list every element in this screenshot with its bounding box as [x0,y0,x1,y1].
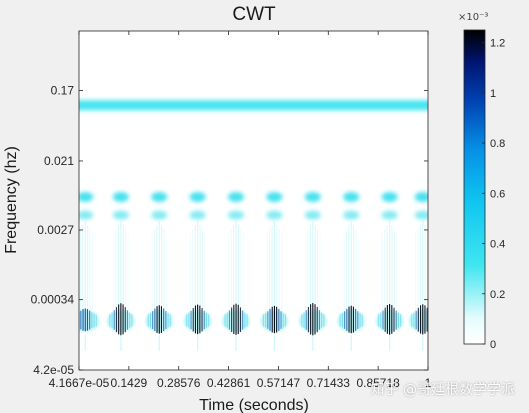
burst-blob [381,191,398,202]
burst-blob [112,210,129,220]
burst-blob [381,210,398,220]
colorbar-tick-label: 0.2 [490,289,505,301]
y-tick-label: 0.00034 [31,293,75,307]
constant-band [79,100,428,111]
plot-content [79,100,428,352]
burst-0 [79,191,100,352]
plot-frame [78,30,429,371]
x-tick-label: 0.57147 [257,376,301,390]
burst-blob [304,210,321,220]
colorbar-ticks: 1.2 1 0.8 0.6 0.4 0.2 0 [482,38,505,351]
colorbar-tick-label: 0.4 [490,239,505,251]
burst-6 [298,191,327,352]
burst-blob [151,191,168,202]
burst-blob [79,191,94,202]
burst-blob [228,191,245,202]
burst-8 [375,191,404,352]
x-axis-label: Time (seconds) [199,397,309,413]
x-tick-label: 0.85718 [356,376,400,390]
burst-4 [222,191,251,352]
burst-blob [304,191,321,202]
y-tick-label: 0.0027 [37,223,74,237]
burst-blob [266,191,283,202]
burst-7 [337,191,366,352]
burst-1 [106,191,135,352]
watermark-text: 知乎 @哥廷根数学学派 [370,382,515,398]
burst-blob [343,210,360,220]
colorbar-tick-label: 0.8 [490,138,505,150]
colorbar-tick-label: 1 [490,88,496,100]
y-tick-label: 4.2e-05 [33,363,74,377]
burst-2 [145,191,174,352]
x-tick-label: 4.1667e-05 [49,376,110,390]
y-axis: 0.17 0.021 0.0027 0.00034 4.2e-05 [31,84,428,377]
plot-area [79,31,428,370]
x-tick-label: 0.1429 [111,376,148,390]
burst-blob [189,210,206,220]
colorbar [463,29,486,345]
y-axis-label: Frequency (hz) [3,146,20,254]
x-tick-label: 0.42861 [207,376,251,390]
chart-title: CWT [232,4,276,25]
y-tick-label: 0.17 [51,84,75,98]
burst-blob [228,210,245,220]
colorbar-tick-label: 0 [490,339,496,351]
burst-blob [266,210,283,220]
x-axis: 4.1667e-05 0.1429 0.28576 0.42861 0.57147 0.7… [49,31,432,390]
burst-blob [112,191,129,202]
colorbar-tick-label: 0.6 [490,188,505,200]
colorbar-tick-label: 1.2 [490,38,505,50]
burst-3 [183,191,212,352]
burst-blob [189,191,206,202]
y-tick-label: 0.021 [44,154,74,168]
burst-blob [414,210,428,220]
burst-5 [260,191,289,352]
burst-blob [151,210,168,220]
burst-blob [414,191,428,202]
burst-9 [408,191,428,352]
colorbar-exponent: ×10⁻³ [458,12,488,23]
x-tick-label: 1 [425,376,432,390]
x-tick-label: 0.28576 [157,376,201,390]
burst-blob [343,191,360,202]
x-tick-label: 0.71433 [307,376,351,390]
burst-blob [79,210,94,220]
